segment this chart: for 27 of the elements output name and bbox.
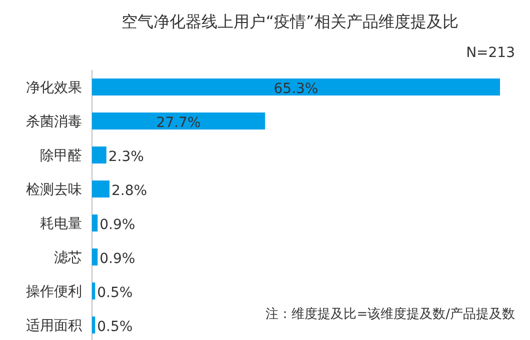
- bar: [92, 112, 266, 130]
- bar: [92, 248, 98, 266]
- annotation: 注：维度提及比=该维度提及数/产品提及数: [266, 306, 515, 322]
- data-label: 0.9%: [100, 251, 136, 267]
- chart-subtitle: N=213: [466, 45, 515, 61]
- bar: [92, 146, 106, 164]
- y-tick-label: 适用面积: [26, 318, 82, 334]
- y-tick-label: 检测去味: [26, 182, 82, 198]
- y-tick-label: 滤芯: [54, 250, 82, 266]
- chart-title: 空气净化器线上用户“疫情”相关产品维度提及比: [122, 12, 458, 31]
- data-label: 0.9%: [100, 217, 136, 233]
- data-label: 65.3%: [274, 81, 318, 97]
- data-label: 2.3%: [108, 149, 144, 165]
- data-label: 0.5%: [97, 285, 133, 301]
- y-tick-label: 杀菌消毒: [26, 114, 82, 130]
- bar: [92, 78, 500, 96]
- y-tick-label: 耗电量: [40, 216, 82, 232]
- data-label: 27.7%: [156, 115, 201, 131]
- bar: [92, 282, 96, 300]
- data-label: 2.8%: [111, 183, 148, 199]
- data-label: 0.5%: [97, 319, 133, 335]
- y-tick-label: 除甲醛: [40, 148, 82, 164]
- y-tick-label: 操作便利: [26, 284, 82, 300]
- bar: [92, 180, 110, 198]
- y-tick-label: 净化效果: [26, 80, 82, 96]
- bar: [92, 214, 98, 232]
- bar: [92, 316, 96, 334]
